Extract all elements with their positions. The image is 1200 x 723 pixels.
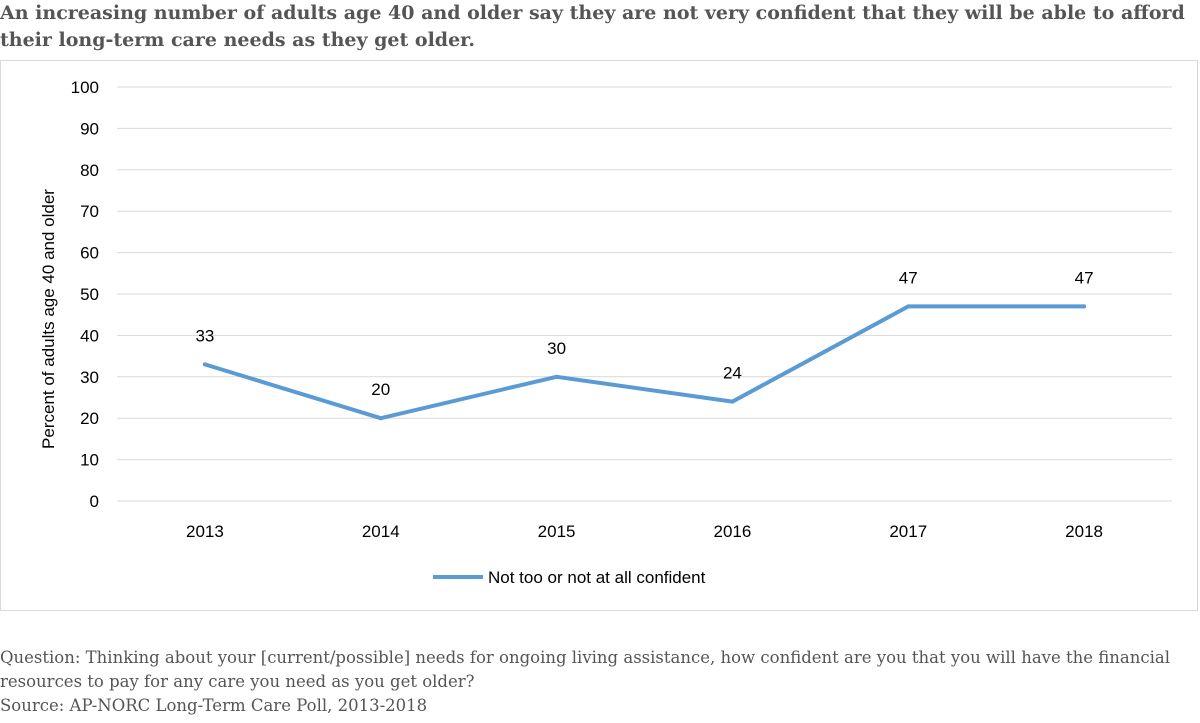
y-tick-label: 60 [80, 244, 99, 263]
data-point [906, 304, 911, 309]
y-tick-label: 100 [71, 78, 99, 97]
y-tick-label: 40 [80, 326, 99, 345]
legend: Not too or not at all confident [433, 568, 706, 587]
question-text: Question: Thinking about your [current/p… [0, 648, 1170, 691]
series-group [202, 304, 1087, 421]
data-point [554, 374, 559, 379]
y-tick-label: 10 [80, 451, 99, 470]
y-tick-label: 50 [80, 285, 99, 304]
data-point [1082, 304, 1087, 309]
y-axis-ticks: 0 10 20 30 40 50 60 70 80 90 100 [71, 78, 99, 511]
series-line [202, 304, 1087, 421]
gridlines [117, 86, 1172, 502]
x-tick-label: 2014 [362, 522, 400, 541]
data-labels: 33 20 30 24 47 47 [195, 268, 1093, 399]
chart-area: 0 10 20 30 40 50 60 70 80 90 100 2013 2014 2015 2016 2… [0, 60, 1198, 611]
data-label: 47 [1075, 268, 1094, 287]
data-label: 33 [195, 326, 214, 345]
y-tick-label: 0 [90, 492, 99, 511]
data-label: 20 [371, 380, 390, 399]
data-label: 24 [723, 364, 742, 383]
y-tick-label: 20 [80, 409, 99, 428]
x-tick-label: 2017 [889, 522, 927, 541]
y-axis-label: Percent of adults age 40 and older [39, 189, 58, 449]
data-label: 30 [547, 339, 566, 358]
data-label: 47 [899, 268, 918, 287]
y-tick-label: 90 [80, 119, 99, 138]
data-point [378, 416, 383, 421]
data-point [730, 399, 735, 404]
y-tick-label: 70 [80, 202, 99, 221]
x-tick-label: 2013 [186, 522, 224, 541]
x-tick-label: 2018 [1065, 522, 1103, 541]
data-point [202, 362, 207, 367]
legend-label: Not too or not at all confident [488, 568, 706, 587]
x-tick-label: 2016 [714, 522, 752, 541]
source-text: Source: AP-NORC Long-Term Care Poll, 201… [0, 696, 428, 715]
chart-title: An increasing number of adults age 40 an… [0, 2, 1185, 51]
footer: Question: Thinking about your [current/p… [0, 646, 1200, 718]
x-axis-ticks: 2013 2014 2015 2016 2017 2018 [186, 522, 1103, 541]
x-tick-label: 2015 [538, 522, 576, 541]
y-tick-label: 30 [80, 368, 99, 387]
y-tick-label: 80 [80, 161, 99, 180]
